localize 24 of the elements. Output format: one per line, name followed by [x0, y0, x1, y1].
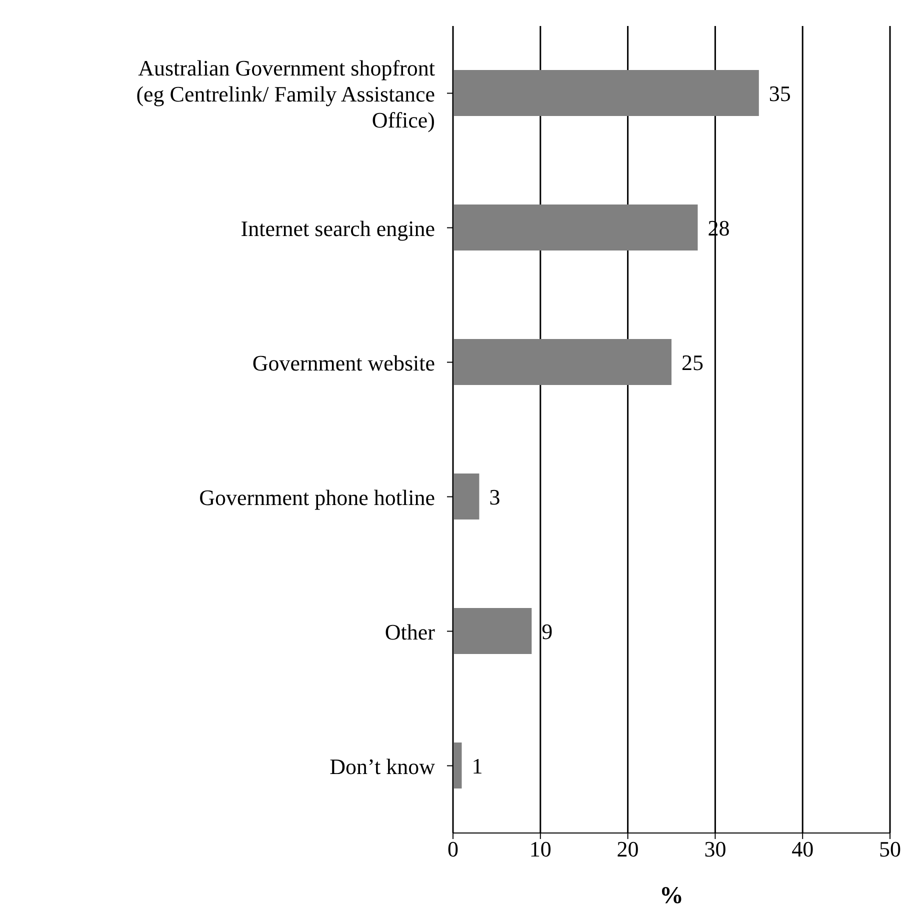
y-tick-label: Other	[384, 618, 436, 644]
y-tick-label: Government phone hotline	[199, 484, 435, 510]
bar	[453, 608, 532, 654]
data-label: 9	[542, 618, 553, 644]
y-tick-label: Government website	[252, 350, 435, 375]
bar	[453, 204, 698, 250]
x-tick-label: 50	[879, 836, 901, 862]
data-label: 35	[768, 80, 791, 106]
bar	[453, 474, 480, 520]
data-label: 25	[682, 350, 704, 375]
x-tick-label: 30	[704, 836, 726, 862]
data-label: 1	[472, 753, 483, 778]
y-tick-label: Australian Government shopfront (eg Centrelink/ Family Assistance Office)	[136, 54, 435, 132]
x-axis-title: %	[660, 883, 684, 909]
x-tick-label: 0	[448, 836, 458, 862]
x-tick-label: 20	[616, 836, 639, 862]
data-label: 3	[489, 484, 500, 510]
y-tick-label: Don’t know	[330, 753, 436, 778]
bar	[453, 339, 672, 385]
x-tick-label: 10	[529, 836, 552, 862]
bar	[453, 742, 462, 788]
bar	[453, 70, 759, 116]
y-tick-label: Internet search engine	[240, 215, 435, 240]
x-tick-label: 40	[792, 836, 814, 862]
